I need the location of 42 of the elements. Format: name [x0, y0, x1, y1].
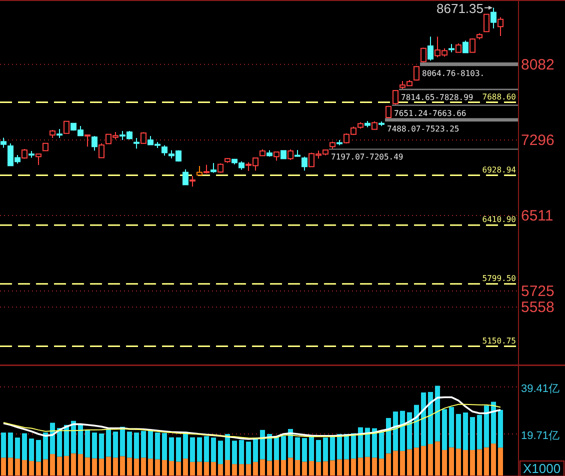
text: X1000: [523, 461, 561, 476]
candlestick: [428, 36, 434, 62]
candlestick: [484, 14, 490, 32]
ref-line-label: 5150.75: [482, 336, 516, 346]
ref-line-label: 6928.94: [482, 165, 516, 174]
band-label: 7488.07-7523.25: [387, 124, 460, 134]
band-label: 7814.65-7828.99: [401, 93, 474, 102]
ref-line-label: 7688.60: [482, 92, 516, 102]
line-series: [2, 396, 502, 440]
band-label: 7197.07-7205.49: [331, 152, 404, 162]
candlestick: [36, 154, 42, 166]
candlestick: [84, 134, 90, 148]
y-tick-label: 19.71亿: [521, 430, 560, 442]
y-tick-label: 5725: [521, 283, 554, 300]
candlestick: [98, 142, 104, 158]
candlestick: [210, 162, 216, 174]
candlestick: [162, 144, 168, 156]
y-tick-label: 7296: [521, 132, 554, 149]
y-tick-label: 5558: [521, 299, 554, 316]
candlestick: [498, 16, 504, 36]
ref-line-label: 6410.90: [482, 215, 516, 224]
y-tick-label: 39.41亿: [521, 382, 560, 395]
candlestick: [414, 66, 420, 82]
candlestick: [420, 47, 426, 63]
candlestick: [392, 90, 398, 106]
band-label: 7651.24-7663.66: [394, 108, 466, 118]
line-series: [3, 404, 501, 439]
candlestick: [470, 38, 476, 53]
band-label: 8064.76-8103.: [422, 69, 485, 78]
y-tick-label: 8082: [521, 56, 554, 74]
candlestick: [64, 120, 70, 134]
y-tick-label: 6511: [521, 207, 554, 224]
annotation: 8671.35: [436, 0, 484, 16]
candlestick: [134, 137, 140, 150]
candlestick: [462, 40, 468, 54]
candlestick: [302, 156, 308, 172]
candlestick: [182, 168, 188, 186]
candlestick: [288, 148, 294, 160]
candlestick: [92, 135, 98, 152]
ref-line-label: 5799.50: [482, 274, 516, 283]
candlestick: [0, 137, 6, 148]
candlestick: [190, 175, 196, 188]
